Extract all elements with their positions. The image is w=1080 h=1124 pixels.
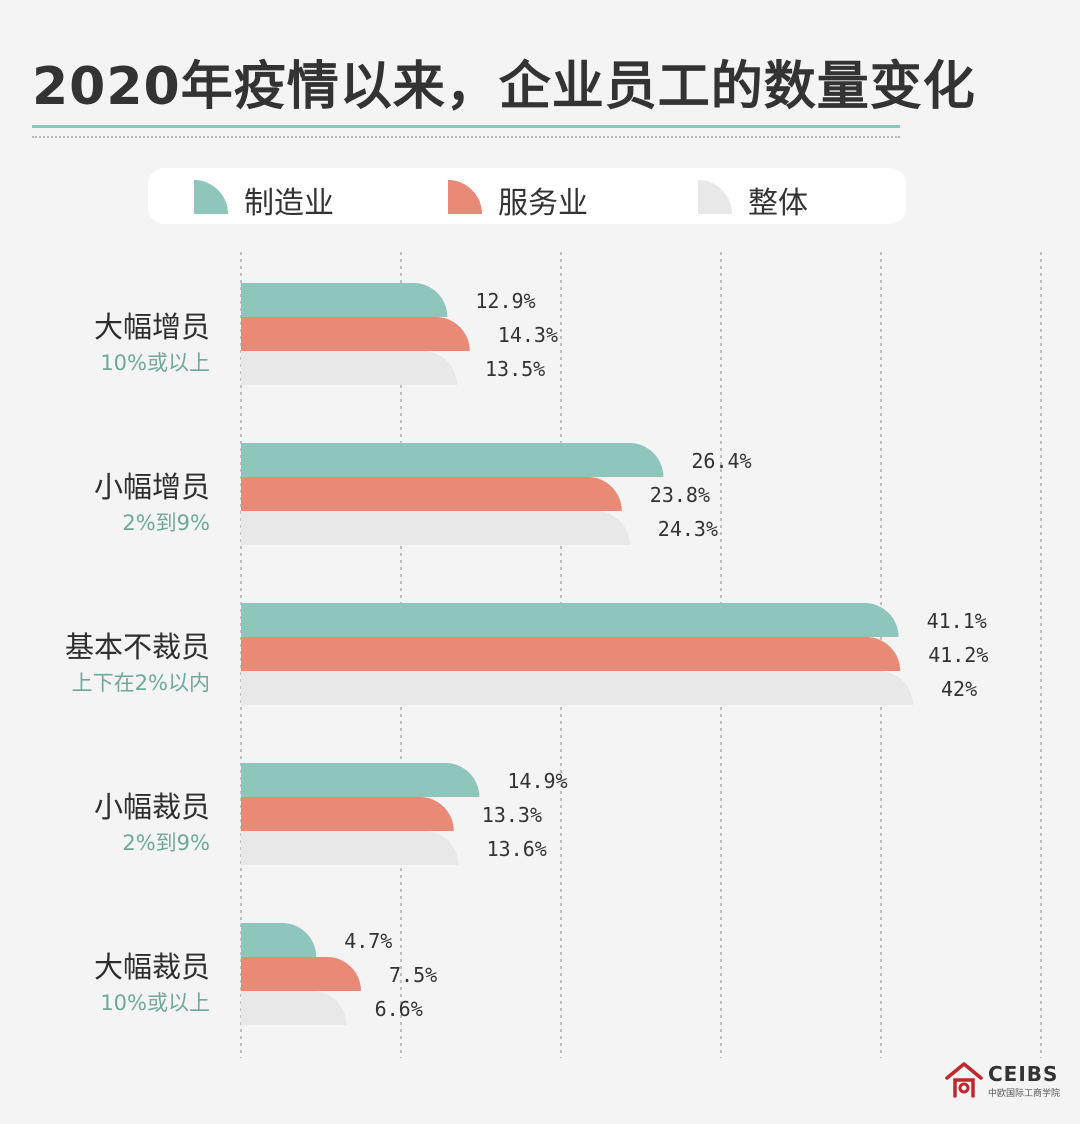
data-label: 12.9% <box>475 289 535 313</box>
data-label: 41.1% <box>927 609 987 633</box>
bar <box>241 637 901 671</box>
ceibs-emblem-icon <box>945 1062 983 1098</box>
legend-label-overall: 整体 <box>748 186 808 221</box>
category-sublabel: 10%或以上 <box>100 991 210 1015</box>
bar <box>241 923 317 957</box>
bar <box>241 443 664 477</box>
bar <box>241 797 454 831</box>
data-label: 13.6% <box>487 837 547 861</box>
category-label: 大幅增员 <box>94 310 210 344</box>
category-sublabel: 2%到9% <box>122 831 210 855</box>
data-label: 23.8% <box>650 483 710 507</box>
bar <box>241 283 448 317</box>
title-underline <box>32 125 900 128</box>
legend-label-services: 服务业 <box>498 186 588 221</box>
data-label: 42% <box>941 677 977 701</box>
logo-wordmark: CEIBS <box>988 1062 1059 1086</box>
logo-subtitle: 中欧国际工商学院 <box>988 1089 1061 1099</box>
data-label: 6.6% <box>375 997 423 1021</box>
data-label: 4.7% <box>344 929 392 953</box>
bar <box>241 351 457 385</box>
legend-label-manufacturing: 制造业 <box>244 186 334 221</box>
bar <box>241 671 913 705</box>
bar <box>241 603 899 637</box>
category-label: 大幅裁员 <box>94 950 210 984</box>
category-sublabel: 10%或以上 <box>100 351 210 375</box>
data-label: 13.3% <box>482 803 542 827</box>
bar <box>241 991 347 1025</box>
bar <box>241 957 361 991</box>
data-label: 7.5% <box>389 963 437 987</box>
bar <box>241 511 630 545</box>
data-label: 14.3% <box>498 323 558 347</box>
legend: 制造业 服务业 整体 <box>148 168 906 224</box>
category-label: 小幅增员 <box>94 470 210 504</box>
category-sublabel: 上下在2%以内 <box>72 671 210 695</box>
chart-title: 2020年疫情以来，企业员工的数量变化 <box>32 57 976 117</box>
bar <box>241 763 480 797</box>
data-label: 13.5% <box>485 357 545 381</box>
data-label: 24.3% <box>658 517 718 541</box>
category-label: 基本不裁员 <box>65 630 210 664</box>
data-label: 14.9% <box>507 769 567 793</box>
category-label: 小幅裁员 <box>94 790 210 824</box>
title-dotted-divider <box>32 136 900 138</box>
bar <box>241 477 622 511</box>
category-sublabel: 2%到9% <box>122 511 210 535</box>
bar <box>241 317 470 351</box>
ceibs-logo: CEIBS 中欧国际工商学院 <box>944 1060 1064 1100</box>
bar <box>241 831 459 865</box>
data-label: 41.2% <box>928 643 988 667</box>
data-label: 26.4% <box>691 449 751 473</box>
